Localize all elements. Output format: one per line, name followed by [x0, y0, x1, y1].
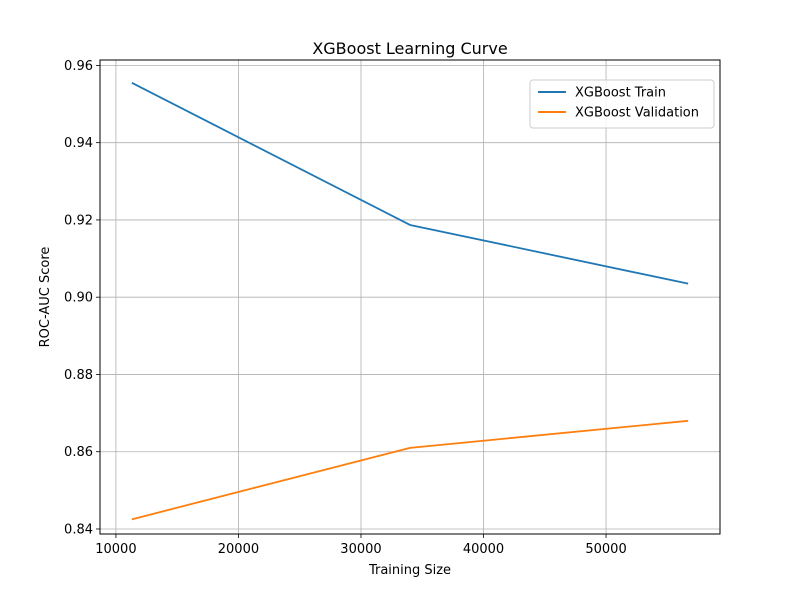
- x-tick-label: 50000: [585, 542, 626, 557]
- x-tick-label: 40000: [463, 542, 504, 557]
- y-tick-label: 0.86: [64, 445, 93, 460]
- validation-series-line: [131, 419, 689, 521]
- y-axis-label: ROC-AUC Score: [38, 247, 53, 348]
- y-tick-label: 0.96: [64, 59, 93, 74]
- chart-title: XGBoost Learning Curve: [312, 39, 507, 58]
- series-lines: [131, 81, 689, 521]
- x-tick-label: 30000: [340, 542, 381, 557]
- legend-label-train: XGBoost Train: [575, 86, 666, 101]
- legend-box: [529, 79, 715, 129]
- x-tick-label: 10000: [95, 542, 136, 557]
- y-tick-label: 0.88: [64, 368, 93, 383]
- axis-ticks: 10000 20000 30000 40000 50000 0.84 0.86 0.88 0.9…: [64, 59, 627, 557]
- y-tick-label: 0.84: [64, 522, 93, 537]
- y-tick-label: 0.94: [64, 136, 93, 151]
- legend-label-validation: XGBoost Validation: [575, 106, 699, 121]
- grid-lines: [100, 60, 720, 534]
- legend: XGBoost Train XGBoost Validation: [529, 79, 715, 129]
- x-tick-label: 20000: [218, 542, 259, 557]
- y-tick-label: 0.90: [64, 291, 93, 306]
- train-series-line: [131, 81, 689, 285]
- y-tick-label: 0.92: [64, 213, 93, 228]
- x-axis-label: Training Size: [368, 563, 451, 578]
